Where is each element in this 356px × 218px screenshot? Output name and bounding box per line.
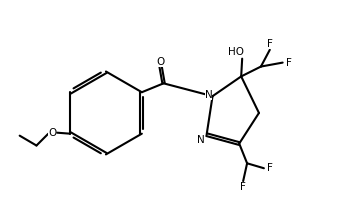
Text: F: F [267,163,273,173]
Text: N: N [197,135,205,145]
Text: HO: HO [228,47,244,57]
Text: F: F [286,58,292,68]
Text: O: O [157,57,165,67]
Text: F: F [240,182,246,192]
Text: N: N [205,90,213,100]
Text: F: F [267,39,273,49]
Text: O: O [48,128,56,138]
